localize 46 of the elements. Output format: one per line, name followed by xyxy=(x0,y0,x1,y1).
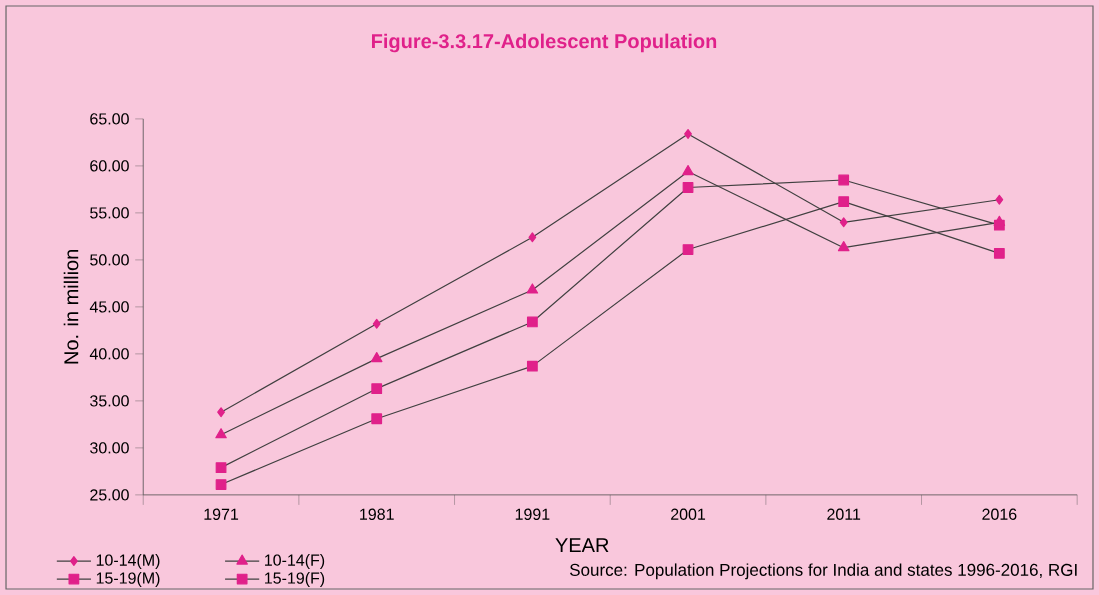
point xyxy=(837,241,850,252)
x-tick-label: 1991 xyxy=(515,508,550,520)
point xyxy=(215,428,227,439)
chart-title: Figure-3.3.17-Adolescent Population xyxy=(372,33,717,53)
y-tick-label: 65.00 xyxy=(90,113,129,125)
x-axis-title: YEAR xyxy=(555,538,609,552)
legend-label: 10-14(M) xyxy=(96,554,160,569)
y-tick-label: 40.00 xyxy=(89,348,129,360)
point xyxy=(993,247,1005,259)
point xyxy=(682,244,694,255)
point xyxy=(371,413,383,425)
y-tick-label: 45.00 xyxy=(89,301,129,313)
y-tick-label: 50.00 xyxy=(90,254,129,266)
point xyxy=(838,196,850,208)
point xyxy=(682,182,694,193)
x-tick-label: 2016 xyxy=(982,508,1017,520)
legend-label: 15-19(F) xyxy=(265,572,325,587)
legend-label: 10-14(F) xyxy=(265,554,325,569)
point xyxy=(526,316,538,328)
x-tick-label: 1971 xyxy=(204,508,239,520)
y-tick-label: 30.00 xyxy=(90,442,129,454)
point xyxy=(371,383,383,395)
x-tick-label: 1981 xyxy=(360,508,394,520)
y-tick-label: 55.00 xyxy=(90,207,129,219)
point xyxy=(370,351,383,363)
point xyxy=(684,128,692,139)
point xyxy=(682,164,694,176)
point xyxy=(217,407,225,418)
y-axis-title: No. in million xyxy=(63,250,79,364)
point xyxy=(839,217,848,228)
legend-label: 15-19(M) xyxy=(96,572,160,587)
y-tick-label: 60.00 xyxy=(90,160,129,172)
source-note: Source: Population Projections for India and states 1996-2016, RGI xyxy=(570,563,1077,580)
point xyxy=(526,360,538,372)
x-tick-label: 2011 xyxy=(827,508,861,520)
point xyxy=(995,194,1004,205)
point xyxy=(993,219,1005,231)
point xyxy=(215,479,227,490)
point xyxy=(372,318,381,329)
point xyxy=(526,283,539,294)
y-tick-label: 35.00 xyxy=(90,395,129,407)
point xyxy=(215,462,227,474)
point xyxy=(838,174,850,186)
y-tick-label: 25.00 xyxy=(90,489,129,501)
x-tick-label: 2001 xyxy=(671,508,706,520)
point xyxy=(528,232,537,243)
